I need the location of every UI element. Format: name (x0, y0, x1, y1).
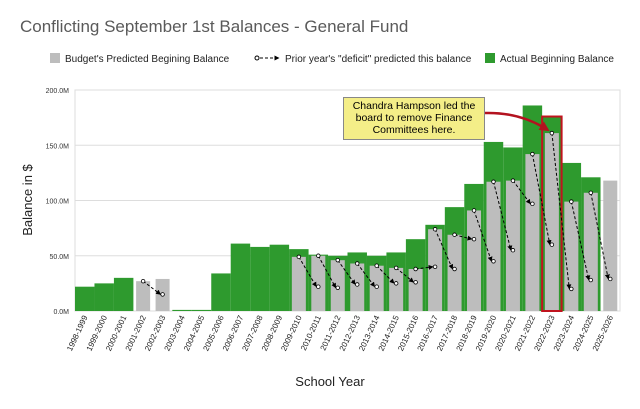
bar (291, 256, 306, 311)
end-dot (335, 285, 340, 290)
end-dot (569, 286, 574, 292)
y-tick-label: 50.0M (50, 254, 70, 261)
deficit-arrow (415, 264, 434, 270)
deficit-arrow (434, 229, 454, 270)
start-dot (140, 278, 146, 284)
y-axis-title: Balance in $ (20, 163, 35, 235)
annotation-arrow (484, 111, 550, 132)
start-dot (355, 261, 360, 266)
legend-swatch (254, 55, 260, 61)
bar (350, 263, 365, 311)
end-dot (160, 292, 165, 297)
bar (75, 286, 95, 311)
bar (211, 273, 231, 311)
start-dot (491, 179, 496, 184)
bar (564, 201, 579, 311)
start-dot (335, 257, 340, 263)
start-dot (316, 253, 321, 258)
start-dot (549, 130, 555, 136)
bar (447, 234, 462, 311)
bar (583, 192, 598, 311)
bar (486, 181, 501, 311)
bar (428, 229, 443, 311)
start-dot (569, 199, 574, 204)
start-dot (432, 227, 438, 232)
end-dot (530, 201, 535, 207)
end-dot (452, 266, 457, 272)
start-dot (296, 254, 302, 260)
bar (389, 267, 404, 311)
bar (603, 180, 618, 311)
bar (505, 180, 520, 311)
x-axis-title: School Year (295, 374, 365, 389)
bar (94, 283, 114, 311)
end-dot (432, 264, 438, 269)
end-dot (510, 248, 516, 253)
legend-swatch (485, 53, 495, 63)
bar (250, 246, 270, 311)
deficit-arrow (376, 265, 395, 284)
legend-swatch (50, 53, 60, 63)
bar (191, 309, 212, 311)
deficit-arrow (570, 201, 591, 281)
deficit-arrow (395, 267, 415, 283)
bar (467, 210, 482, 311)
end-dot (588, 277, 594, 283)
bar (269, 244, 290, 311)
deficit-arrow (142, 280, 161, 295)
end-dot (374, 284, 379, 289)
deficit-arrow (317, 255, 337, 289)
bar (172, 309, 192, 311)
start-dot (588, 190, 594, 195)
start-dot (452, 232, 457, 237)
legend-label: Prior year's "deficit" predicted this ba… (285, 54, 472, 65)
y-tick-label: 200.0M (46, 88, 70, 95)
bar (136, 281, 151, 311)
end-dot (413, 280, 418, 285)
deficit-arrow (531, 153, 552, 246)
y-tick-label: 0.0M (53, 309, 69, 316)
start-dot (530, 151, 535, 157)
end-dot (393, 281, 399, 286)
deficit-arrow (551, 133, 572, 290)
legend-label: Budget's Predicted Begining Balance (65, 54, 230, 65)
end-dot (355, 282, 360, 287)
deficit-arrow (473, 210, 493, 262)
end-dot (471, 236, 477, 242)
deficit-arrow (298, 256, 317, 288)
end-dot (316, 284, 321, 289)
bar (544, 133, 559, 311)
end-dot (608, 276, 613, 282)
start-dot (510, 178, 516, 183)
bar (408, 269, 423, 311)
bar (113, 277, 134, 311)
bar (330, 260, 345, 311)
end-dot (491, 259, 496, 264)
y-tick-label: 100.0M (46, 199, 70, 206)
bar (230, 243, 251, 311)
bar (311, 255, 326, 311)
y-tick-label: 150.0M (46, 143, 70, 150)
start-dot (393, 265, 399, 271)
end-dot (549, 242, 555, 247)
annotation: Chandra Hampson led the board to remove … (343, 97, 485, 140)
start-dot (471, 208, 477, 213)
chart-title: Conflicting September 1st Balances - Gen… (20, 17, 408, 36)
highlight-box (541, 115, 563, 312)
bar (525, 154, 540, 311)
start-dot (413, 266, 418, 272)
deficit-arrow (454, 234, 473, 241)
legend-label: Actual Beginning Balance (500, 54, 614, 65)
deficit-arrow (492, 181, 513, 251)
start-dot (374, 263, 379, 268)
